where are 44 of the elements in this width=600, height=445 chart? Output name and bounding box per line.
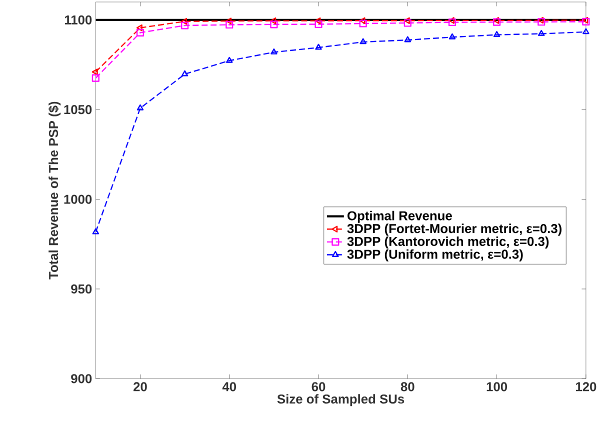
x-tick-label: 60 <box>312 382 326 392</box>
point <box>493 30 500 37</box>
point <box>226 56 233 63</box>
point <box>315 44 322 50</box>
point <box>582 28 590 34</box>
point <box>538 30 545 36</box>
point <box>270 20 278 28</box>
x-tick-label: 40 <box>222 382 236 392</box>
point <box>404 36 412 42</box>
x-tick-label: 120 <box>576 382 596 392</box>
point <box>181 21 189 30</box>
x-tick-label: 100 <box>486 382 508 392</box>
y-tick-label: 1000 <box>64 194 92 204</box>
point <box>359 17 366 24</box>
y-tick-label: 1100 <box>64 15 92 24</box>
y-tick-label: 950 <box>71 284 92 294</box>
point <box>226 17 232 24</box>
point <box>181 18 187 25</box>
point <box>136 104 144 110</box>
point <box>92 68 98 76</box>
x-axis-title: Size of Sampled SUs <box>277 394 404 406</box>
point <box>92 74 100 82</box>
x-tick-label: 80 <box>400 382 414 392</box>
point <box>270 17 276 24</box>
x-tick-label: 20 <box>134 382 147 392</box>
legend-label: 3DPP (Uniform metric, ε=0.3) <box>347 249 523 262</box>
point <box>360 38 366 44</box>
point <box>359 20 367 28</box>
point <box>448 33 456 40</box>
point <box>92 228 100 234</box>
point <box>136 28 144 36</box>
point <box>314 17 321 24</box>
legend-label: 3DPP (Kantorovich metric, ε=0.3) <box>347 236 549 248</box>
point <box>226 20 234 28</box>
point <box>270 48 278 54</box>
point <box>404 18 412 27</box>
y-tick-label: 900 <box>71 374 92 384</box>
point <box>136 24 142 31</box>
point <box>181 70 188 76</box>
y-axis-title: Total Revenue of The PSP ($) <box>48 102 61 280</box>
legend-label: Optimal Revenue <box>348 210 452 223</box>
point <box>314 20 322 28</box>
legend-label: 3DPP (Fortet-Mourier metric, ε=0.3) <box>347 223 562 236</box>
y-tick-label: 1050 <box>64 104 92 114</box>
